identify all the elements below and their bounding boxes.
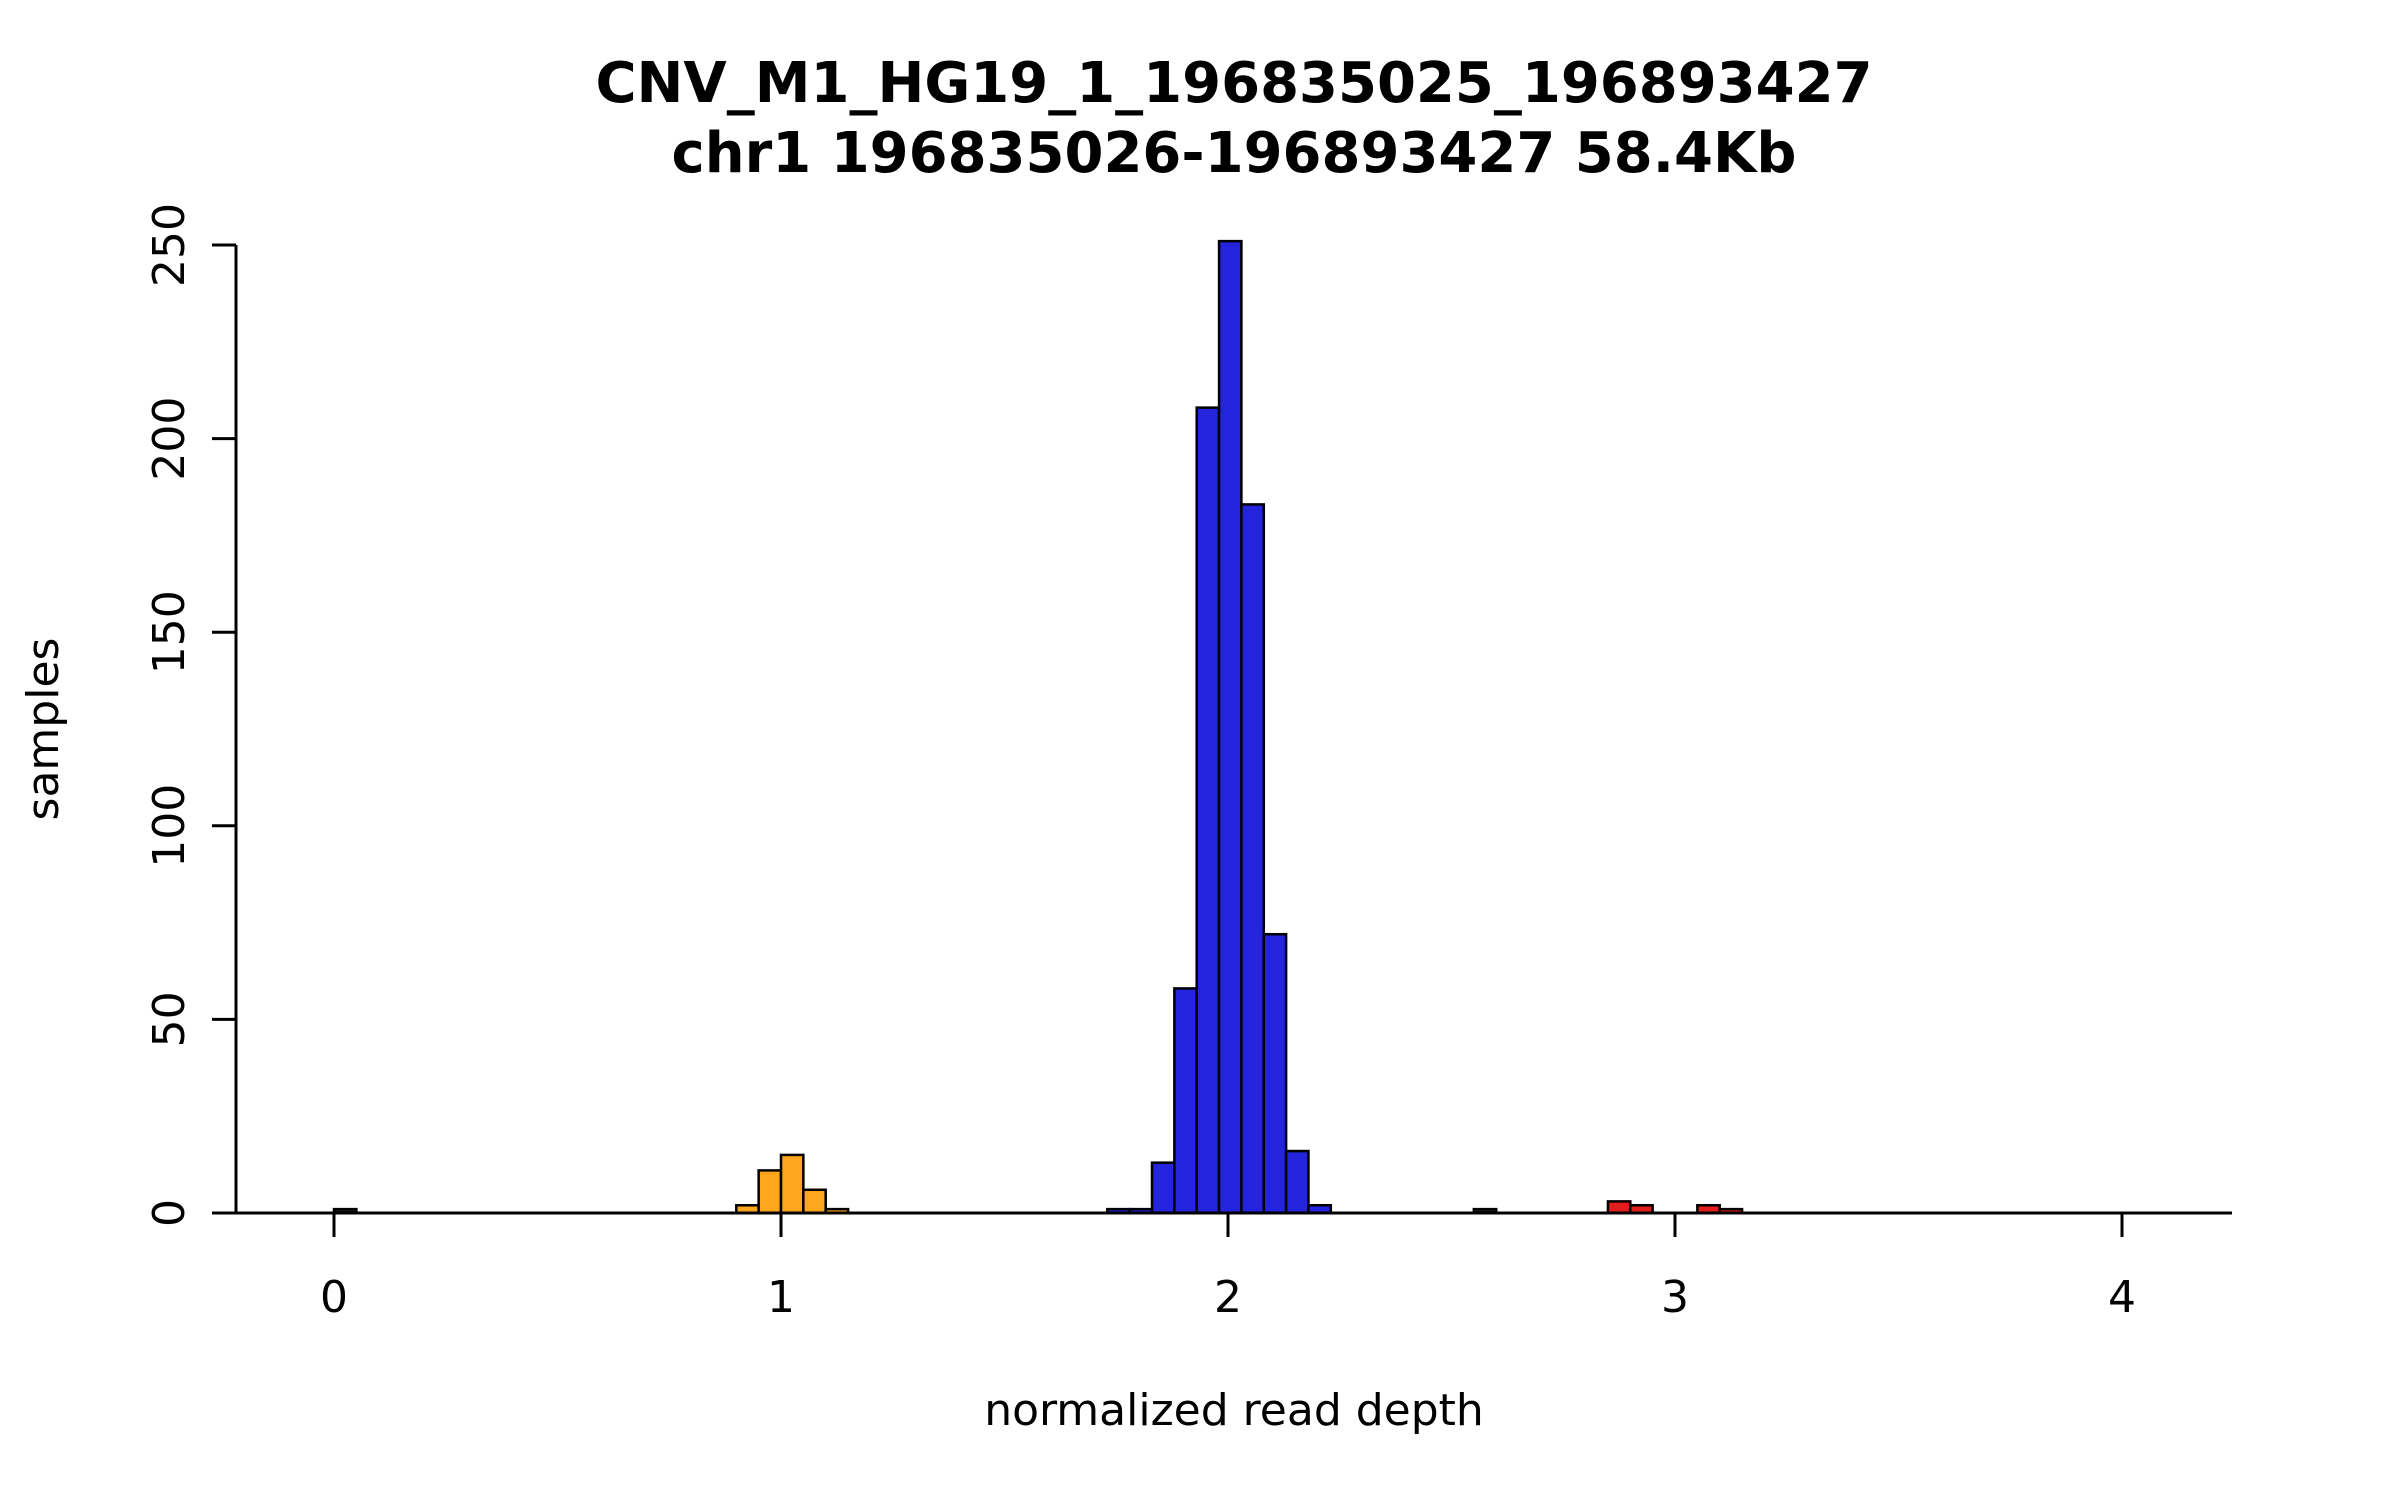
histogram-bar bbox=[1150, 1161, 1176, 1215]
histogram-bar bbox=[1173, 987, 1198, 1215]
axes-group: 0 1 2 3 4 0 50 100 150 200 250 bbox=[144, 203, 2232, 1323]
histogram-bar bbox=[1284, 1149, 1310, 1215]
x-tick-label: 0 bbox=[320, 1272, 348, 1323]
histogram-bar bbox=[1195, 406, 1221, 1215]
histogram-bar bbox=[802, 1188, 827, 1215]
y-axis-label: samples bbox=[18, 638, 69, 821]
x-tick-label: 1 bbox=[767, 1272, 795, 1323]
histogram-bar bbox=[1262, 932, 1288, 1215]
histogram-bar bbox=[1217, 239, 1243, 1215]
histogram-bar bbox=[757, 1169, 783, 1215]
histogram-bar bbox=[779, 1153, 805, 1215]
histogram-bar bbox=[1606, 1200, 1632, 1215]
x-tick-label: 3 bbox=[1661, 1272, 1689, 1323]
y-tick-label: 150 bbox=[144, 590, 195, 674]
y-tick-label: 0 bbox=[144, 1199, 195, 1227]
y-tick-label: 250 bbox=[144, 203, 195, 287]
chart-subtitle: chr1 196835026-196893427 58.4Kb bbox=[672, 121, 1797, 186]
x-axis-label: normalized read depth bbox=[984, 1385, 1484, 1436]
x-tick-label: 2 bbox=[1214, 1272, 1242, 1323]
bars-group bbox=[332, 239, 1744, 1215]
histogram-bar bbox=[1240, 503, 1266, 1215]
chart-title: CNV_M1_HG19_1_196835025_196893427 bbox=[595, 51, 1872, 116]
y-tick-label: 100 bbox=[144, 784, 195, 868]
y-tick-label: 200 bbox=[144, 397, 195, 481]
y-tick-label: 50 bbox=[144, 991, 195, 1047]
x-tick-label: 4 bbox=[2108, 1272, 2136, 1323]
